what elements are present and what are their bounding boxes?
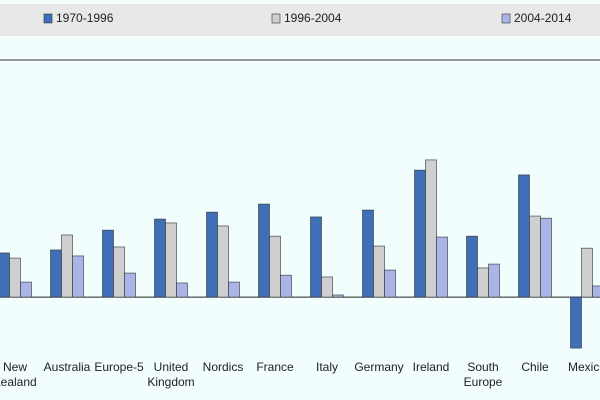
bar — [228, 281, 240, 298]
bar — [332, 294, 344, 298]
bar — [176, 282, 188, 298]
bar — [217, 225, 229, 298]
bar — [529, 215, 541, 298]
x-tick-label: New Zealand — [0, 360, 37, 389]
legend-swatch — [43, 13, 53, 24]
bar — [540, 217, 552, 298]
x-tick-label: Ireland — [412, 360, 450, 374]
legend-band — [0, 4, 600, 36]
bar — [310, 216, 322, 298]
bar — [124, 272, 136, 298]
bar — [269, 235, 281, 298]
bar — [436, 236, 448, 298]
bar — [362, 209, 374, 298]
bar — [488, 263, 500, 298]
bar — [477, 267, 489, 298]
bar — [113, 246, 125, 298]
bar — [0, 252, 10, 298]
bar — [9, 257, 21, 298]
bar — [321, 276, 333, 298]
bar — [20, 281, 32, 298]
x-tick-label: Europe-5 — [94, 360, 144, 374]
x-tick-label: France — [256, 360, 294, 374]
legend-label: 1970-1996 — [56, 11, 114, 25]
bar — [518, 174, 530, 298]
bar — [581, 247, 593, 298]
x-tick-label: United Kingdom — [147, 360, 195, 389]
bar — [373, 245, 385, 298]
bar — [466, 235, 478, 298]
x-tick-label: Germany — [354, 360, 404, 374]
x-tick-label: Chile — [521, 360, 549, 374]
bar — [258, 203, 270, 298]
bar — [414, 169, 426, 298]
bar — [384, 269, 396, 298]
x-tick-label: South Europe — [463, 360, 503, 389]
bar — [206, 211, 218, 298]
legend-swatch — [501, 13, 511, 24]
bar — [165, 222, 177, 298]
bar — [61, 234, 73, 298]
bar — [102, 229, 114, 298]
x-tick-label: Mexico — [567, 360, 600, 374]
legend-label: 1996-2004 — [284, 11, 342, 25]
bar — [592, 285, 600, 298]
bar — [72, 255, 84, 298]
bar — [425, 159, 437, 298]
bar — [154, 218, 166, 298]
bar — [570, 296, 582, 349]
legend-swatch — [271, 13, 281, 24]
x-tick-label: Australia — [43, 360, 91, 374]
x-tick-label: Italy — [315, 360, 338, 374]
bar — [280, 274, 292, 298]
x-tick-label: Nordics — [202, 360, 244, 374]
bar — [50, 249, 62, 298]
legend-label: 2004-2014 — [514, 11, 572, 25]
